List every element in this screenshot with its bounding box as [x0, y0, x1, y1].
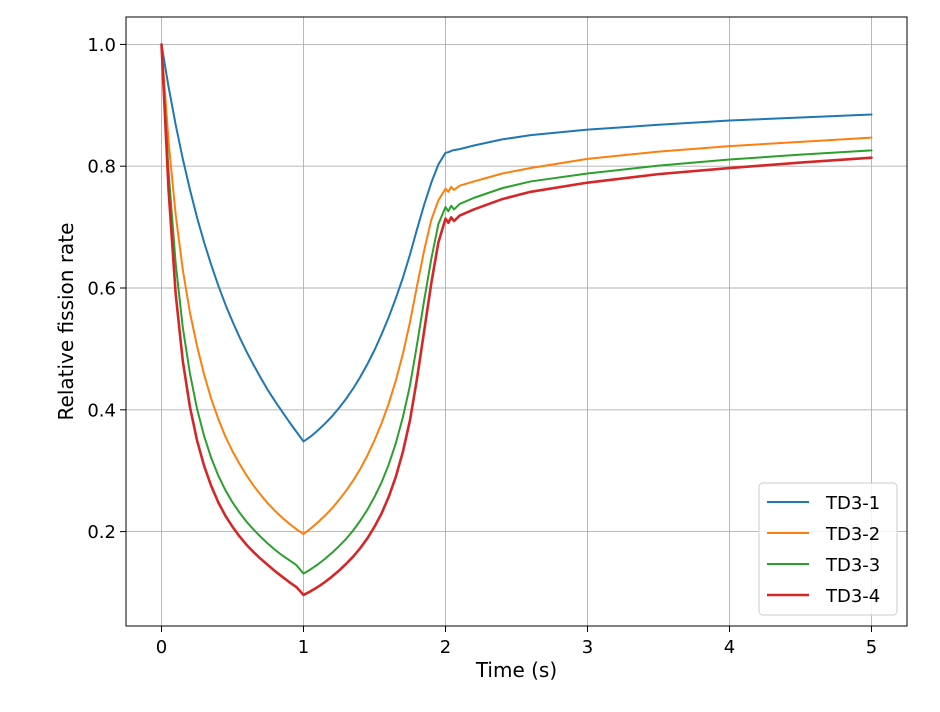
legend-label: TD3-3	[825, 555, 880, 576]
x-tick-label: 0	[156, 637, 167, 658]
series-line-td3-2	[160, 43, 873, 536]
series-line-td3-3	[160, 43, 873, 575]
x-tick-label: 2	[440, 637, 451, 658]
legend-label: TD3-4	[825, 586, 880, 607]
x-tick-label: 4	[724, 637, 735, 658]
y-axis-label: Relative fission rate	[54, 223, 78, 421]
legend-label: TD3-2	[825, 524, 880, 545]
legend-label: TD3-1	[825, 493, 880, 514]
plot-frame	[125, 16, 908, 627]
y-tick-label: 1.0	[87, 35, 116, 56]
legend: TD3-1 TD3-2 TD3-3 TD3-4	[758, 482, 898, 616]
x-tick-label: 1	[298, 637, 309, 658]
x-axis-label: Time (s)	[475, 658, 557, 682]
series-layer	[160, 43, 873, 597]
legend-box	[758, 482, 898, 616]
y-tick-label: 0.4	[87, 400, 116, 421]
x-tick-label: 5	[866, 637, 877, 658]
y-axis: 0.2 0.4 0.6 0.8 1.0	[87, 35, 126, 543]
series-line-td3-1	[160, 43, 873, 443]
y-tick-label: 0.2	[87, 522, 116, 543]
y-tick-label: 0.8	[87, 157, 116, 178]
grid	[126, 17, 907, 626]
series-line-td3-4	[160, 43, 873, 597]
x-tick-label: 3	[582, 637, 593, 658]
x-axis: 0 1 2 3 4 5	[156, 626, 877, 658]
y-tick-label: 0.6	[87, 279, 116, 300]
